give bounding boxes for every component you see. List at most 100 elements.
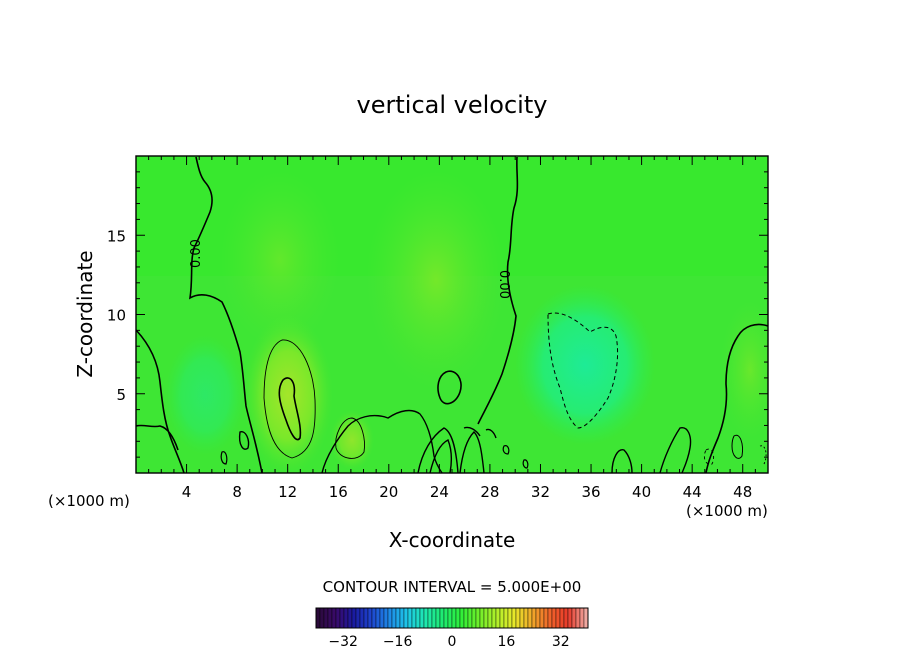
- colorbar-swatch: [343, 607, 349, 629]
- colorbar-swatch: [367, 607, 373, 629]
- small-contour-46: [731, 434, 743, 459]
- small-contour-7: [220, 451, 228, 465]
- x-unit-label-left: (×1000 m): [48, 492, 130, 510]
- warm-region-12-upper: [220, 170, 340, 350]
- colorbar-ticks: −32 −16 0 16 32: [328, 634, 569, 650]
- y-axis-title: Z-coordinate: [73, 250, 97, 377]
- negative-contour-45: [703, 448, 715, 465]
- colorbar-swatch: [375, 607, 381, 629]
- small-contour-9: [238, 431, 250, 450]
- zero-contour-left-bottom: [136, 424, 179, 451]
- colorbar-swatch: [419, 607, 425, 629]
- bottom-contour-40: [611, 449, 633, 473]
- colorbar-swatch: [503, 607, 509, 629]
- x-tick-label: 4: [182, 483, 192, 501]
- colorbar-swatch: [411, 607, 417, 629]
- x-tick-label: 16: [329, 483, 348, 501]
- x-tick-label: 12: [278, 483, 297, 501]
- small-contour-49: [759, 445, 767, 465]
- colorbar-swatch: [423, 607, 429, 629]
- colorbar-swatch: [391, 607, 397, 629]
- cool-region-5: [165, 335, 245, 455]
- x-ticks: 4 8 12 16 20 24 28 32 36 40 44 48: [148, 156, 756, 501]
- zero-contour-left: [188, 156, 263, 473]
- contour-lines: [136, 156, 768, 473]
- colorbar-swatch: [427, 607, 433, 629]
- y-tick-label: 15: [107, 227, 126, 245]
- colorbar-swatch: [523, 607, 529, 629]
- colorbar-swatch: [355, 607, 361, 629]
- contour-label-center: 0.00: [496, 270, 511, 299]
- colorbar-swatch: [387, 607, 393, 629]
- colorbar-swatch: [483, 607, 489, 629]
- colorbar-swatch: [543, 607, 549, 629]
- colorbar-tick-label: −16: [383, 634, 413, 650]
- colorbar-swatch: [459, 607, 465, 629]
- x-tick-label: 24: [430, 483, 449, 501]
- x-tick-label: 32: [531, 483, 550, 501]
- colorbar-swatch: [327, 607, 333, 629]
- colorbar-swatch: [487, 607, 493, 629]
- warm-region-24: [366, 170, 506, 390]
- colorbar-swatch: [379, 607, 385, 629]
- zero-contour-center: [477, 156, 519, 425]
- zero-contour-core-12: [278, 377, 302, 441]
- colorbar-tick-label: 0: [448, 634, 457, 650]
- colorbar-swatch: [315, 607, 321, 629]
- colorbar-swatch: [579, 607, 585, 629]
- colorbar-frame: [315, 607, 589, 629]
- colorbar-swatch: [395, 607, 401, 629]
- colorbar-swatch: [407, 607, 413, 629]
- colorbar-swatch: [511, 607, 517, 629]
- y-tick-label: 5: [116, 386, 126, 404]
- colorbar-tick-label: 16: [497, 634, 515, 650]
- bottom-contour-44: [659, 427, 692, 473]
- zero-contour-left-edge: [136, 329, 185, 473]
- field-shading: [136, 156, 768, 473]
- contour-label-left: 0.00: [189, 239, 204, 268]
- colorbar-swatch: [475, 607, 481, 629]
- colorbar-swatch: [467, 607, 473, 629]
- colorbar-swatch: [563, 607, 569, 629]
- colorbar-tick-label: −32: [328, 634, 358, 650]
- colorbar-swatch: [559, 607, 565, 629]
- colorbar-swatch: [499, 607, 505, 629]
- bottom-contour-28: [463, 426, 497, 439]
- colorbar-swatch: [527, 607, 533, 629]
- colorbar-swatch: [319, 607, 325, 629]
- colorbar-swatch: [571, 607, 577, 629]
- x-tick-label: 20: [379, 483, 398, 501]
- colorbar-swatch: [363, 607, 369, 629]
- colorbar-swatch: [471, 607, 477, 629]
- cool-region-36: [515, 285, 655, 445]
- warm-contour-12: [263, 339, 316, 459]
- small-contour-30: [502, 445, 510, 455]
- colorbar-swatch: [547, 607, 553, 629]
- negative-contour-36: [547, 312, 619, 429]
- x-tick-label: 28: [480, 483, 499, 501]
- contour-interval-label: CONTOUR INTERVAL = 5.000E+00: [323, 578, 582, 596]
- x-tick-label: 36: [581, 483, 600, 501]
- colorbar-tick-label: 32: [552, 634, 570, 650]
- colorbar-swatch: [447, 607, 453, 629]
- colorbar-swatch: [331, 607, 337, 629]
- x-tick-label: 40: [632, 483, 651, 501]
- colorbar-swatch: [583, 607, 589, 629]
- colorbar-swatch: [495, 607, 501, 629]
- colorbar-swatch: [399, 607, 405, 629]
- small-contour-31: [522, 459, 529, 469]
- colorbar-swatch: [443, 607, 449, 629]
- colorbar-swatch: [551, 607, 557, 629]
- colorbar-swatch: [415, 607, 421, 629]
- colorbar-swatch: [539, 607, 545, 629]
- colorbar-swatch: [403, 607, 409, 629]
- colorbar-swatch: [463, 607, 469, 629]
- colorbar-swatch: [351, 607, 357, 629]
- y-tick-label: 10: [107, 307, 126, 325]
- colorbar-swatch: [531, 607, 537, 629]
- colorbar-swatch: [335, 607, 341, 629]
- x-tick-label: 44: [683, 483, 702, 501]
- colorbar-swatch: [359, 607, 365, 629]
